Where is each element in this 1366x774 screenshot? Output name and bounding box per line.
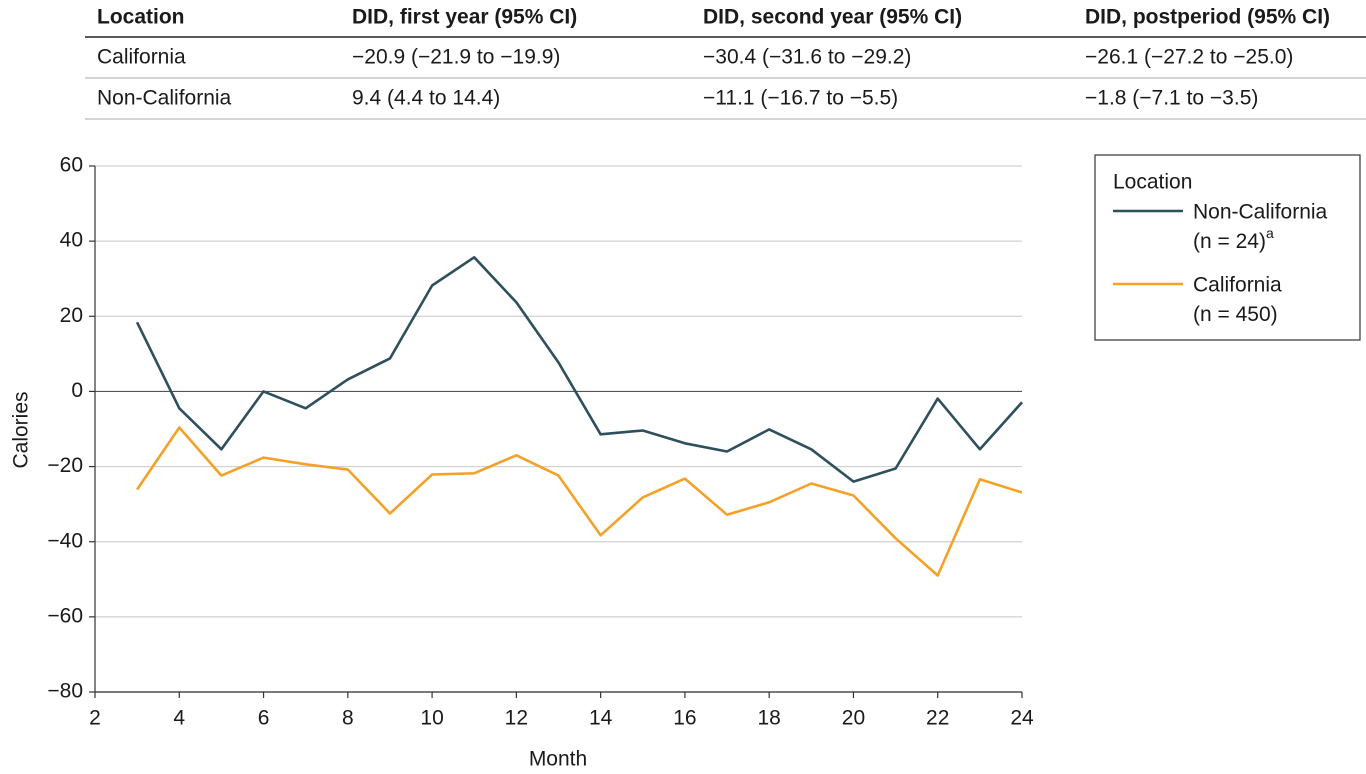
x-tick-label: 4 [173,707,185,730]
x-tick-label: 24 [1010,707,1034,730]
table-header: DID, first year (95% CI) [352,6,577,29]
x-tick-label: 6 [258,707,270,730]
y-tick-label: 0 [71,379,83,402]
y-tick-label: 20 [60,304,83,327]
x-tick-label: 20 [842,707,865,730]
y-tick-label: −60 [47,604,83,627]
legend-title: Location [1113,171,1192,194]
y-tick-label: −80 [47,680,83,703]
legend-label: California [1193,274,1282,297]
x-tick-label: 12 [505,707,528,730]
table-header: Location [97,6,185,29]
x-tick-label: 14 [589,707,613,730]
table-cell: −11.1 (−16.7 to −5.5) [703,87,898,110]
legend-sample-text: (n = 450) [1193,303,1278,326]
legend-label: Non-California [1193,201,1328,224]
x-tick-label: 2 [89,707,101,730]
table-cell: California [97,46,186,69]
y-tick-label: 60 [60,154,83,177]
legend-sample-text: (n = 24) [1193,230,1266,253]
legend-box [1094,154,1361,341]
legend-sample: (n = 450) [1193,303,1278,326]
legend-sample: (n = 24)a [1193,225,1274,253]
y-tick-label: −40 [47,529,83,552]
x-tick-label: 8 [342,707,354,730]
table-header: DID, postperiod (95% CI) [1085,6,1330,29]
table-cell: Non-California [97,87,232,110]
table-cell: −26.1 (−27.2 to −25.0) [1085,46,1293,69]
series-line [135,256,1023,483]
x-axis-label: Month [529,748,587,771]
table-cell: −20.9 (−21.9 to −19.9) [352,46,560,69]
table-cell: −30.4 (−31.6 to −29.2) [703,46,911,69]
series-line [136,426,1023,577]
legend-footnote: a [1266,225,1274,241]
x-tick-label: 22 [926,707,949,730]
table-cell: 9.4 (4.4 to 14.4) [352,87,500,110]
x-tick-label: 10 [420,707,443,730]
y-tick-label: 40 [60,229,83,252]
x-tick-label: 16 [673,707,696,730]
table-header: DID, second year (95% CI) [703,6,962,29]
y-tick-label: −20 [47,454,83,477]
y-axis-label: Calories [10,391,33,468]
table-cell: −1.8 (−7.1 to −3.5) [1085,87,1258,110]
x-tick-label: 18 [758,707,781,730]
